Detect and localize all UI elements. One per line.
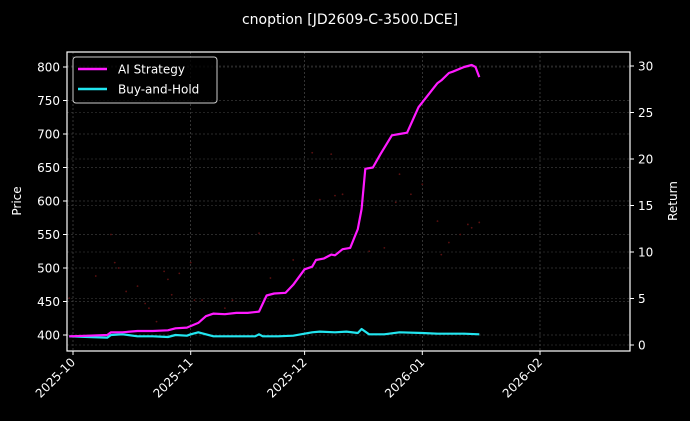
series-line	[69, 63, 481, 338]
x-tick-label: 2026-01	[382, 355, 427, 400]
y-tick-label: 550	[37, 228, 60, 242]
y-tick-label: 400	[37, 329, 60, 343]
y-axis-right: 0 5 10 15 20 25 30	[630, 60, 653, 353]
y-right-tick-label: 10	[638, 246, 653, 260]
x-tick-label: 2025-11	[150, 355, 195, 400]
legend-label-ai-strategy: AI Strategy	[118, 63, 185, 77]
y-axis-left-label: Price	[10, 186, 24, 215]
y-right-tick-label: 20	[638, 153, 653, 167]
series-line	[69, 327, 480, 339]
legend-box	[72, 56, 218, 104]
y-right-tick-label: 25	[638, 106, 653, 120]
y-right-tick-label: 15	[638, 199, 653, 213]
y-tick-label: 700	[37, 128, 60, 142]
y-axis-left: 400 450 500 550 600 650 700 750 800	[37, 61, 67, 343]
x-tick-label: 2025-10	[33, 355, 78, 400]
y-tick-label: 800	[37, 61, 60, 75]
price-markers	[68, 151, 481, 323]
x-tick-label: 2026-02	[500, 355, 545, 400]
legend: AI Strategy Buy-and-Hold	[72, 56, 218, 104]
y-tick-label: 750	[37, 94, 60, 108]
y-right-tick-label: 30	[638, 60, 653, 74]
y-tick-label: 450	[37, 295, 60, 309]
y-tick-label: 650	[37, 161, 60, 175]
y-right-tick-label: 0	[638, 339, 646, 353]
x-tick-label: 2025-12	[264, 355, 309, 400]
y-right-tick-label: 5	[638, 292, 646, 306]
chart-title: cnoption [JD2609-C-3500.DCE]	[242, 12, 458, 28]
grid-lines	[67, 52, 630, 351]
legend-label-buy-and-hold: Buy-and-Hold	[118, 83, 199, 97]
series-lines	[69, 63, 481, 339]
y-axis-right-label: Return	[666, 181, 680, 221]
x-axis: 2025-10 2025-11 2025-12 2026-01 2026-02	[33, 351, 545, 401]
y-tick-label: 600	[37, 195, 60, 209]
y-tick-label: 500	[37, 262, 60, 276]
